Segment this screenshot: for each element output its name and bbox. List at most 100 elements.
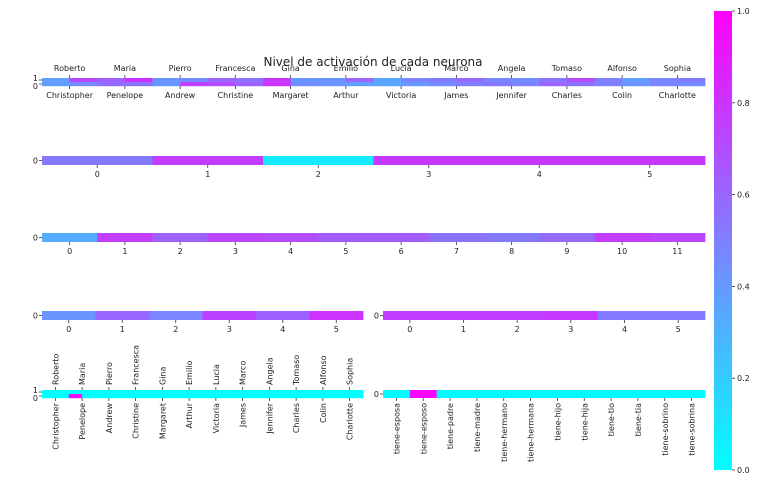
people-output-cell-1-22 (336, 394, 351, 399)
people-output-cell-0-14 (229, 390, 244, 395)
people-input-cell-1-20 (594, 82, 623, 87)
people-input-cell-0-3 (124, 78, 153, 83)
layer-12-xtick-label-3: 3 (233, 247, 238, 256)
people-output-cell-1-8 (149, 394, 163, 399)
layer-12-cell-4 (263, 233, 319, 242)
people-input-bottom-label-9: Charles (552, 91, 582, 100)
layer-6-cell-2 (263, 156, 374, 165)
people-input-bottom-label-5: Arthur (333, 91, 359, 100)
layer-12-cell-7 (428, 233, 485, 242)
layer-6-left-cell-0 (42, 311, 96, 320)
people-input-top-label-9: Tomaso (551, 64, 582, 73)
people-output-cell-1-10 (175, 394, 190, 399)
people-output-ytick-label-1: 0 (33, 394, 38, 403)
layer-6-xtick-label-0: 0 (95, 170, 100, 179)
people-input-bottom-label-10: Colin (612, 91, 632, 100)
people-output-cell-0-13 (215, 390, 230, 395)
colorbar-tick-label-1: 0.2 (737, 374, 750, 383)
people-input-cell-0-1 (69, 78, 98, 83)
people-input-cell-1-8 (263, 82, 292, 87)
relations-cell-2 (436, 390, 464, 398)
layer-6-left-cell-2 (149, 311, 203, 320)
layer-12-xtick-label-11: 11 (672, 247, 682, 256)
people-input-top-label-6: Lucia (391, 64, 412, 73)
people-output-top-label-2: Pierro (105, 362, 114, 385)
layer-12-xtick-label-7: 7 (454, 247, 459, 256)
people-output-cell-0-10 (175, 390, 190, 395)
people-output-cell-0-9 (162, 390, 177, 395)
people-output-top-label-3: Francesca (132, 345, 141, 385)
layer-6-ytick-label-0: 0 (33, 157, 38, 166)
people-input-bottom-label-7: James (443, 91, 468, 100)
people-input-cell-1-2 (97, 82, 126, 87)
relations-xtick-label-3: tiene-madre (473, 403, 482, 452)
layer-12-xtick-label-9: 9 (564, 247, 569, 256)
people-input-cell-1-11 (345, 82, 374, 87)
people-output-bottom-label-2: Andrew (105, 403, 114, 434)
relations-xtick-label-5: tiene-hermana (527, 403, 536, 462)
layer-6-left-xtick-label-5: 5 (334, 325, 339, 334)
people-output-cell-1-5 (108, 394, 123, 399)
layer-6-left-cell-4 (256, 311, 310, 320)
layer-6-xtick-label-1: 1 (205, 170, 210, 179)
relations-xtick-label-2: tiene-padre (446, 403, 455, 449)
people-output-cell-0-4 (95, 390, 110, 395)
layer-6-right-xtick-label-3: 3 (568, 325, 573, 334)
people-output-cell-0-7 (135, 390, 150, 395)
people-output-bottom-label-9: Charles (292, 403, 301, 433)
relations-cell-6 (544, 390, 572, 398)
layer-6-xtick-label-3: 3 (426, 170, 431, 179)
people-output-top-label-8: Angela (265, 357, 274, 385)
layer-6-cell-5 (594, 156, 706, 165)
people-input-bottom-label-3: Christine (218, 91, 254, 100)
people-output-bottom-label-4: Margaret (158, 403, 167, 439)
layer-6-right-cell-5 (651, 311, 706, 320)
relations-cell-11 (678, 390, 706, 398)
people-output-cell-1-18 (282, 394, 297, 399)
people-input-cell-1-17 (511, 82, 540, 87)
people-input-cell-0-13 (401, 78, 430, 83)
layer-12-xtick-label-1: 1 (122, 247, 127, 256)
people-output-cell-1-21 (322, 394, 337, 399)
people-input-cell-1-4 (152, 82, 181, 87)
people-input-cell-0-15 (456, 78, 485, 83)
people-input-cell-0-18 (539, 78, 568, 83)
people-output-cell-0-5 (108, 390, 123, 395)
people-input-top-label-5: Emilio (334, 64, 359, 73)
people-output-top-label-11: Sophia (346, 358, 355, 385)
layer-12-xtick-label-2: 2 (178, 247, 183, 256)
people-input-cell-0-10 (318, 78, 347, 83)
layer-12-xtick-label-6: 6 (399, 247, 404, 256)
people-input-top-label-8: Angela (498, 64, 526, 73)
colorbar-gradient (714, 11, 732, 470)
people-output-bottom-label-11: Charlotte (346, 403, 355, 440)
relations-xtick-label-1: tiene-esposo (419, 403, 428, 454)
layer-12-cell-1 (97, 233, 153, 242)
people-input-ytick-label-1: 0 (33, 82, 38, 91)
people-input-top-label-1: Maria (114, 64, 136, 73)
people-input-top-label-11: Sophia (664, 64, 691, 73)
relations-ytick-label-0: 0 (374, 390, 379, 399)
people-output-cell-1-9 (162, 394, 177, 399)
people-output-bottom-label-7: James (239, 403, 248, 428)
people-input-cell-1-10 (318, 82, 347, 87)
people-input-cell-0-9 (290, 78, 319, 83)
layer-12-cell-3 (207, 233, 264, 242)
people-output-cell-0-23 (349, 390, 364, 395)
people-output-cell-1-17 (269, 394, 284, 399)
people-input-cell-0-20 (594, 78, 623, 83)
people-output-cell-1-11 (189, 394, 203, 399)
layer-6-left-xtick-label-4: 4 (280, 325, 285, 334)
people-output-cell-0-21 (322, 390, 337, 395)
figure-title: Nivel de activación de cada neurona (263, 55, 482, 69)
people-input-cell-0-0 (42, 78, 71, 83)
colorbar-tick-label-0: 0.0 (737, 466, 750, 475)
people-input-cell-0-8 (263, 78, 292, 83)
people-output-top-label-5: Emilio (185, 360, 194, 385)
people-output-cell-0-1 (55, 390, 70, 395)
people-output-cell-0-6 (122, 390, 137, 395)
people-input-cell-1-7 (235, 82, 264, 87)
relations-xtick-label-4: tiene-hermano (500, 403, 509, 462)
people-output-top-label-6: Lucia (212, 364, 221, 385)
relations-cell-0 (383, 390, 411, 398)
